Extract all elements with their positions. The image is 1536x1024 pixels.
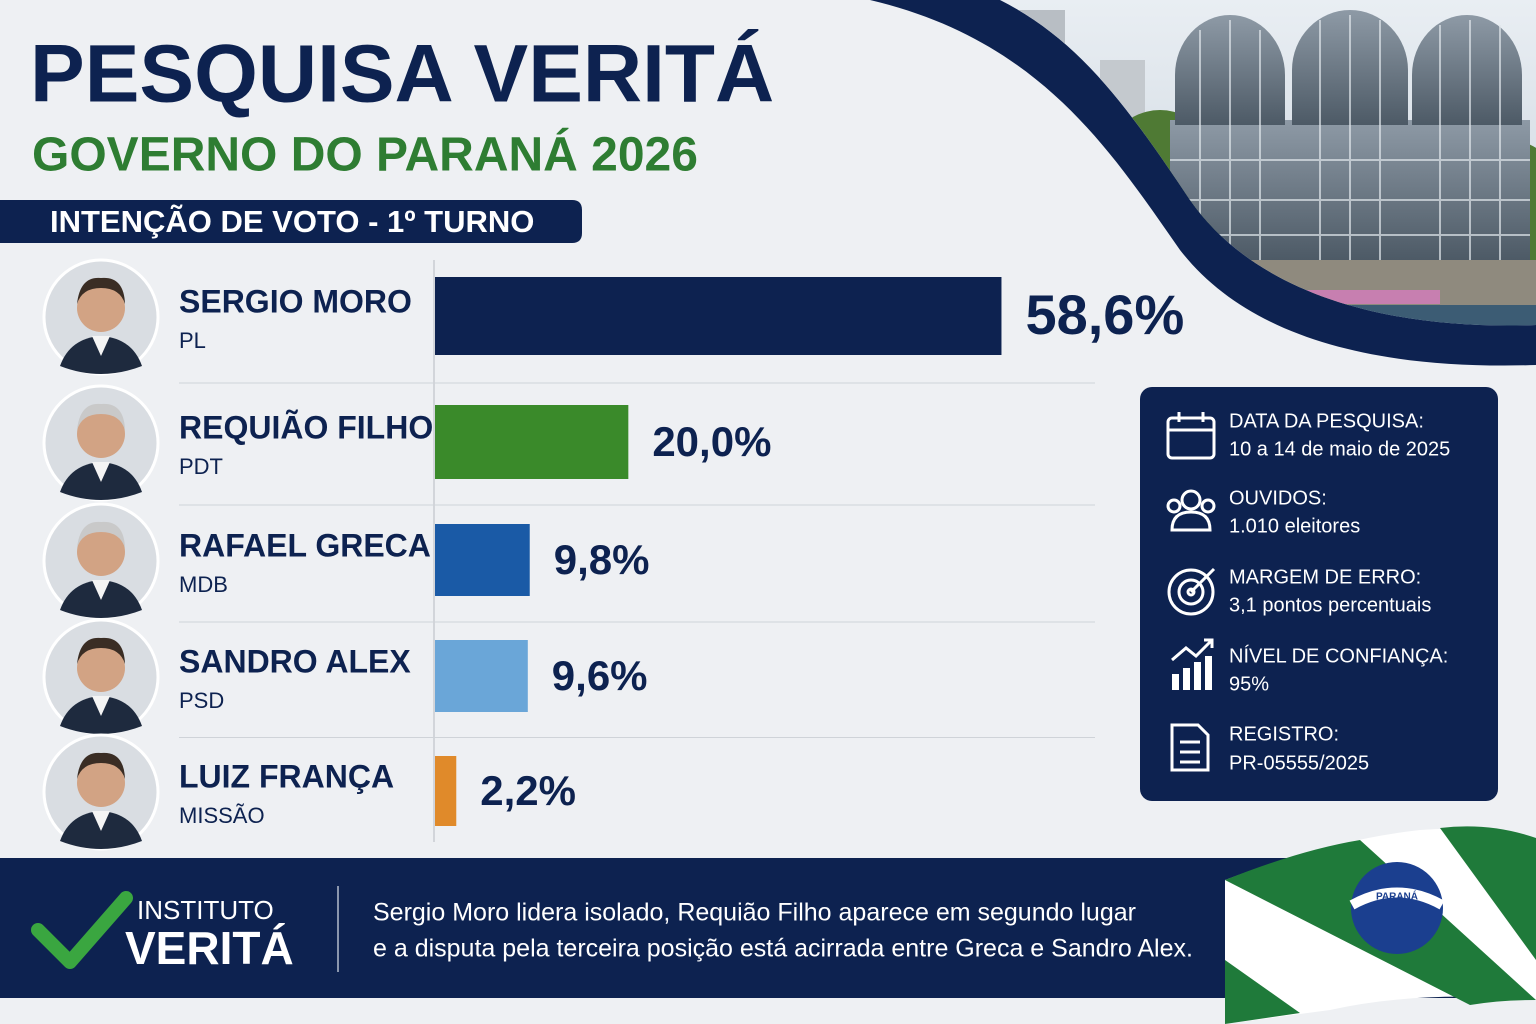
chart-rows: SERGIO MORO PL 58,6% REQUIÃO FILHO PDT 20,0% R… (42, 258, 1184, 851)
bar (435, 277, 1002, 355)
candidate-party: MDB (179, 572, 228, 597)
bar (435, 524, 530, 596)
candidate-photo (42, 618, 160, 736)
bar (435, 405, 629, 479)
title: PESQUISA VERITÁ (30, 29, 774, 120)
value-label: 2,2% (480, 767, 576, 814)
section-title: INTENÇÃO DE VOTO - 1º TURNO (50, 204, 534, 239)
photo-head (77, 410, 125, 458)
info-value: 3,1 pontos percentuais (1229, 594, 1431, 616)
candidate-party: PSD (179, 688, 224, 713)
info-label: NÍVEL DE CONFIANÇA: (1229, 644, 1448, 667)
parana-flag: PARANÁ (1225, 826, 1536, 1024)
subtitle: GOVERNO DO PARANÁ 2026 (32, 128, 698, 182)
photo-shirt (92, 580, 110, 600)
flag-text: PARANÁ (1376, 890, 1418, 903)
info-bars-icon (1172, 656, 1212, 690)
check-logo (31, 891, 133, 969)
candidate-party: PDT (179, 454, 223, 479)
footer-text: e a disputa pela terceira posição está a… (373, 935, 1193, 963)
candidate-name: SERGIO MORO (179, 283, 412, 319)
bar (435, 756, 457, 826)
bar (435, 640, 528, 712)
section-banner (0, 200, 582, 243)
footer-text: Sergio Moro lidera isolado, Requião Filh… (373, 899, 1136, 927)
candidate-party: PL (179, 328, 206, 353)
info-label: MARGEM DE ERRO: (1229, 566, 1421, 588)
info-box (1140, 387, 1498, 801)
photo-head (77, 284, 125, 332)
candidate-photo (42, 502, 160, 620)
candidate-name: SANDRO ALEX (179, 643, 411, 679)
brand-top: INSTITUTO (137, 895, 274, 925)
photo-head (77, 644, 125, 692)
photo-head (77, 759, 125, 807)
info-value: 1.010 eleitores (1229, 515, 1360, 537)
candidate-name: REQUIÃO FILHO (179, 409, 433, 445)
candidate-photo (42, 733, 160, 851)
photo-hair (77, 521, 125, 548)
value-label: 20,0% (652, 418, 771, 465)
photo-shirt (92, 336, 110, 356)
value-label: 9,6% (552, 652, 648, 699)
brand: VERITÁ (125, 922, 294, 974)
photo-hair (77, 637, 125, 664)
info-value: PR-05555/2025 (1229, 752, 1369, 774)
info-label: REGISTRO: (1229, 723, 1339, 745)
photo-hair (77, 277, 125, 304)
info-value: 95% (1229, 673, 1269, 695)
photo-shirt (92, 811, 110, 831)
photo-hair (77, 752, 125, 779)
photo-shirt (92, 462, 110, 482)
candidate-name: LUIZ FRANÇA (179, 758, 394, 794)
photo-hair (77, 403, 125, 430)
candidate-photo (42, 384, 160, 502)
value-label: 58,6% (1025, 283, 1184, 346)
info-icons (1166, 412, 1216, 772)
info-label: DATA DA PESQUISA: (1229, 410, 1424, 432)
info-value: 10 a 14 de maio de 2025 (1229, 438, 1450, 460)
candidate-party: MISSÃO (179, 803, 265, 828)
photo-shirt (92, 696, 110, 716)
photo-head (77, 528, 125, 576)
candidate-photo (42, 258, 160, 376)
info-label: OUVIDOS: (1229, 487, 1327, 509)
value-label: 9,8% (554, 536, 650, 583)
candidate-name: RAFAEL GRECA (179, 527, 431, 563)
